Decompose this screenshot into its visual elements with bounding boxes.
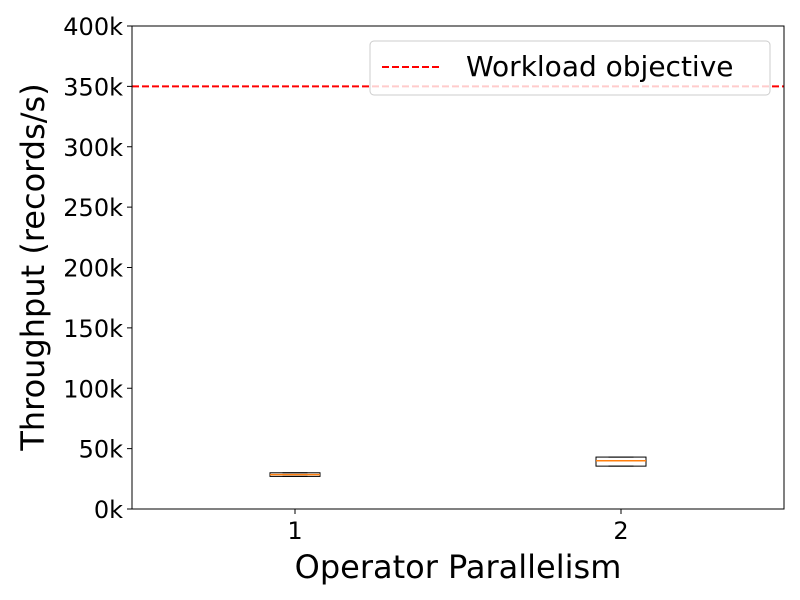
plot-area <box>132 85 784 477</box>
legend: Workload objective <box>369 40 771 96</box>
legend-label: Workload objective <box>466 50 734 83</box>
x-tick-label: 2 <box>613 517 628 545</box>
y-tick-label: 200k <box>63 255 123 283</box>
y-tick-label: 350k <box>63 73 123 101</box>
y-tick-label: 300k <box>63 134 123 162</box>
box-1 <box>269 472 321 477</box>
axes: 0k 50k 100k 150k 200k 250k 300k 350k 400k 1 2 <box>63 13 785 545</box>
box-body <box>595 456 647 467</box>
x-tick-label: 1 <box>287 517 302 545</box>
y-axis-label: Throughput (records/s) <box>14 83 52 451</box>
y-tick-label: 100k <box>63 375 123 403</box>
legend-box <box>369 40 771 96</box>
x-axis-label: Operator Parallelism <box>295 548 622 586</box>
y-tick-label: 50k <box>79 436 124 464</box>
y-tick-label: 150k <box>63 315 123 343</box>
axes-frame <box>131 25 785 510</box>
y-tick-label: 400k <box>63 13 123 41</box>
y-tick-label: 0k <box>94 496 123 524</box>
box-2 <box>595 456 647 467</box>
y-tick-label: 250k <box>63 194 123 222</box>
